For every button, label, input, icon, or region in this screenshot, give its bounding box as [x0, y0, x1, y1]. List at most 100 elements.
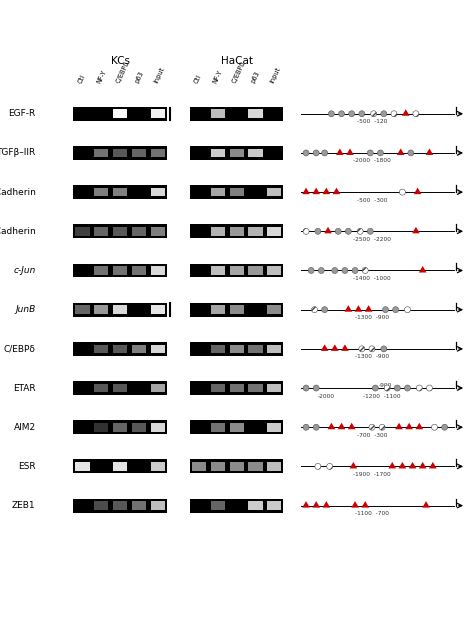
Circle shape — [349, 111, 355, 117]
Bar — [229, 462, 244, 471]
Polygon shape — [345, 305, 352, 312]
Text: -1300  -900: -1300 -900 — [355, 355, 389, 360]
Polygon shape — [346, 149, 354, 155]
Bar — [73, 107, 167, 121]
Polygon shape — [331, 344, 338, 351]
Bar — [248, 109, 263, 118]
Circle shape — [359, 346, 365, 352]
Circle shape — [318, 267, 324, 274]
Polygon shape — [419, 266, 427, 272]
Bar — [229, 384, 244, 392]
Text: c-Jun: c-Jun — [13, 266, 36, 275]
Circle shape — [357, 228, 363, 234]
Polygon shape — [355, 305, 362, 312]
Polygon shape — [419, 462, 427, 468]
Text: AIM2: AIM2 — [13, 423, 36, 432]
Bar — [190, 499, 283, 513]
Circle shape — [367, 228, 374, 234]
Bar — [94, 501, 109, 510]
Circle shape — [377, 150, 383, 156]
Bar — [190, 303, 283, 317]
Bar — [151, 344, 165, 353]
Polygon shape — [416, 423, 423, 429]
Bar — [248, 227, 263, 236]
Circle shape — [384, 385, 390, 391]
Circle shape — [313, 385, 319, 391]
Bar — [75, 227, 90, 236]
Polygon shape — [399, 462, 406, 468]
Bar — [267, 344, 282, 353]
Polygon shape — [409, 462, 416, 468]
Circle shape — [315, 463, 321, 470]
Text: -500  -120: -500 -120 — [357, 119, 387, 125]
Bar — [151, 305, 165, 314]
Circle shape — [381, 346, 387, 352]
Circle shape — [322, 307, 328, 313]
Bar — [113, 266, 128, 275]
Circle shape — [442, 424, 447, 430]
Bar — [132, 423, 146, 432]
Bar — [190, 107, 283, 121]
Bar — [210, 227, 225, 236]
Polygon shape — [328, 423, 335, 429]
Text: Ctl: Ctl — [193, 73, 202, 84]
Bar — [151, 462, 165, 471]
Circle shape — [416, 385, 422, 391]
Polygon shape — [321, 344, 328, 351]
Bar — [190, 146, 283, 160]
Circle shape — [311, 307, 318, 313]
Bar — [151, 149, 165, 157]
Text: -1300  -900: -1300 -900 — [355, 315, 389, 320]
Polygon shape — [322, 188, 330, 194]
Circle shape — [338, 111, 345, 117]
Bar — [94, 423, 109, 432]
Circle shape — [404, 307, 410, 313]
Bar — [132, 227, 146, 236]
Bar — [190, 459, 283, 473]
Bar — [151, 266, 165, 275]
Bar — [132, 501, 146, 510]
Text: p63: p63 — [134, 70, 145, 84]
Circle shape — [400, 189, 405, 195]
Bar — [151, 109, 165, 118]
Text: -2500  -2200: -2500 -2200 — [353, 237, 391, 242]
Polygon shape — [302, 188, 310, 194]
Circle shape — [303, 424, 309, 430]
Bar — [248, 384, 263, 392]
Text: NF-Y: NF-Y — [96, 69, 108, 84]
Bar — [151, 423, 165, 432]
Bar — [73, 342, 167, 356]
Polygon shape — [405, 423, 413, 429]
Bar — [190, 420, 283, 434]
Circle shape — [346, 228, 351, 234]
Bar — [248, 501, 263, 510]
Polygon shape — [397, 149, 404, 155]
Text: -1400  -1000: -1400 -1000 — [353, 276, 391, 281]
Circle shape — [313, 150, 319, 156]
Bar — [73, 224, 167, 238]
Text: -1900  -1700: -1900 -1700 — [353, 472, 391, 477]
Polygon shape — [341, 344, 349, 351]
Circle shape — [342, 267, 348, 274]
Text: -2000: -2000 — [318, 394, 335, 399]
Bar — [94, 149, 109, 157]
Bar — [267, 305, 282, 314]
Bar — [94, 266, 109, 275]
Bar — [113, 423, 128, 432]
Polygon shape — [349, 462, 357, 468]
Text: -500  -300: -500 -300 — [357, 198, 387, 203]
Polygon shape — [429, 462, 437, 468]
Bar — [248, 344, 263, 353]
Bar — [151, 188, 165, 197]
Bar — [267, 266, 282, 275]
Text: KCs: KCs — [111, 56, 130, 66]
Text: Input: Input — [269, 66, 282, 84]
Bar — [229, 305, 244, 314]
Text: ESR: ESR — [18, 462, 36, 471]
Text: -1200  -1100: -1200 -1100 — [363, 394, 401, 399]
Text: ZEB1: ZEB1 — [12, 501, 36, 510]
Bar — [191, 462, 206, 471]
Polygon shape — [395, 423, 403, 429]
Circle shape — [352, 267, 358, 274]
Bar — [151, 501, 165, 510]
